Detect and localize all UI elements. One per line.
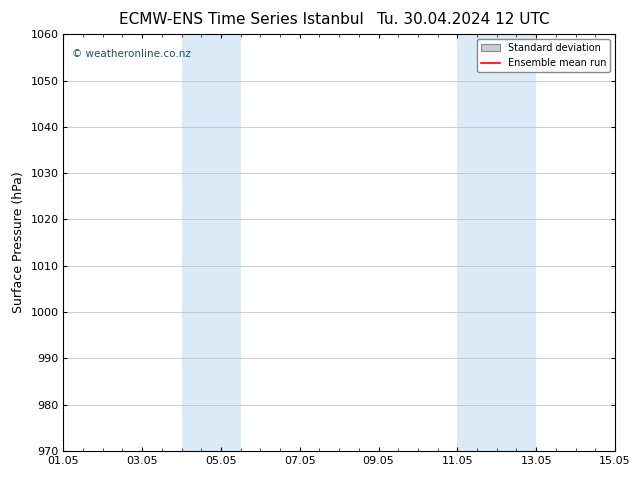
Bar bbox=[181, 34, 241, 451]
Text: © weatheronline.co.nz: © weatheronline.co.nz bbox=[72, 49, 191, 59]
Text: ECMW-ENS Time Series Istanbul: ECMW-ENS Time Series Istanbul bbox=[119, 12, 363, 27]
Y-axis label: Surface Pressure (hPa): Surface Pressure (hPa) bbox=[12, 172, 25, 314]
Bar bbox=[457, 34, 536, 451]
Legend: Standard deviation, Ensemble mean run: Standard deviation, Ensemble mean run bbox=[477, 39, 610, 72]
Text: Tu. 30.04.2024 12 UTC: Tu. 30.04.2024 12 UTC bbox=[377, 12, 549, 27]
